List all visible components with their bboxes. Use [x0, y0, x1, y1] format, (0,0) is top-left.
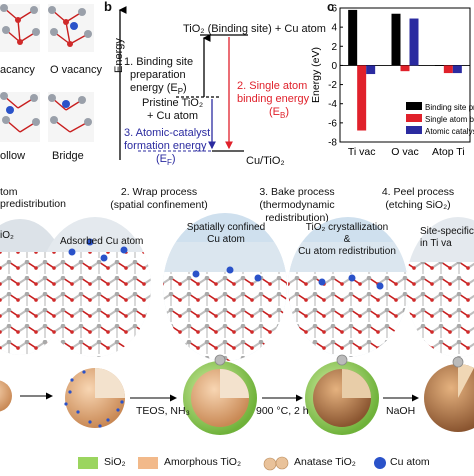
bar-ti-vac-1 — [348, 9, 358, 66]
bar-o-vac-2 — [400, 65, 410, 72]
arrow-label-bake: 900 °C, 2 h — [256, 405, 309, 417]
bar-ti-vac-2 — [357, 65, 367, 131]
step2-title: 2. Wrap process (spatial confinement) — [110, 186, 208, 211]
legend-anatase-icon — [262, 455, 292, 471]
y-tick-label: -4 — [328, 99, 337, 110]
chart-frame — [339, 7, 471, 143]
x-tick-label: O vac — [391, 146, 418, 158]
label-hollow: ollow — [0, 150, 26, 162]
y-tick-label: 4 — [331, 23, 337, 34]
panel-c-letter: c — [327, 0, 335, 14]
bottom-state-label: Cu/TiO₂ — [246, 155, 285, 167]
crystal-structure-top-right — [48, 4, 94, 52]
zoom-caption-5: Site-specific in Ti va — [420, 226, 474, 249]
panel-b-energy-diagram — [118, 6, 248, 160]
label-o-vacancy: O vacancy — [50, 64, 102, 76]
bar-o-vac-1 — [391, 13, 401, 66]
panel-b-letter: b — [104, 0, 112, 14]
y-tick-label: 6 — [331, 4, 337, 15]
zoom-caption-2: Adsorbed Cu atom — [60, 236, 144, 247]
crystal-structure-bottom-right — [48, 92, 94, 142]
legend-swatch-sio2 — [78, 457, 98, 469]
y-tick-label: 0 — [331, 61, 337, 72]
legend-swatch — [406, 102, 422, 110]
sphere-step3 — [183, 354, 257, 435]
legend-swatch — [406, 126, 422, 134]
y-tick-label: -8 — [328, 138, 337, 149]
top-state-label: TiO₂ (Binding site) + Cu atom — [183, 23, 326, 35]
panel-c-bar-chart: 6 4 2 0 -2 -4 -6 -8 Energy (eV) Ti vac O vac Atop T… — [310, 4, 474, 159]
step1-label: 1. Binding site preparation energy (EP) — [124, 56, 194, 97]
sphere-process-row — [0, 354, 474, 435]
y-axis-label: Energy (eV) — [310, 47, 322, 103]
y-tick-label: -2 — [328, 80, 337, 91]
zoom-caption-3: Spatially confined Cu atom — [186, 222, 266, 245]
bottom-legend: SiO₂ Amorphous TiO₂ Anatase TiO₂ Cu atom — [0, 452, 474, 474]
sphere-step5 — [424, 356, 474, 432]
zoom-caption-1: iO₂ — [0, 230, 14, 241]
zoom-bubble-3 — [163, 213, 287, 361]
arrow-label-naoh: NaOH — [386, 405, 416, 417]
y-tick-label: -6 — [328, 118, 337, 129]
step1-title: tom predistribution — [0, 186, 66, 210]
bar-atop-ti-3 — [452, 65, 462, 74]
legend-label-cu: Cu atom — [390, 456, 430, 468]
bar-ti-vac-3 — [366, 65, 376, 75]
step4-title: 4. Peel process (etching SiO₂) — [381, 186, 455, 211]
x-tick-label: Ti vac — [348, 146, 376, 158]
legend-swatch-amorphous — [138, 457, 158, 469]
bar-atop-ti-2 — [443, 65, 453, 74]
legend-label: Atomic catalyst — [425, 127, 474, 136]
legend-label-sio2: SiO₂ — [104, 456, 126, 468]
arrow-label-teos: TEOS, NH₃ — [136, 405, 190, 417]
legend-cu-atom-icon — [374, 457, 386, 469]
crystal-structure-top-left — [0, 4, 40, 52]
legend-label-amorphous: Amorphous TiO₂ — [164, 456, 242, 468]
sphere-step2 — [64, 368, 125, 428]
legend-label-anatase: Anatase TiO₂ — [294, 456, 356, 468]
step3-label: 3. Atomic-catalyst formation energy (EF) — [124, 127, 211, 168]
crystal-structure-bottom-left — [0, 92, 40, 142]
sphere-step4 — [305, 354, 379, 435]
label-ti-vacancy: acancy — [0, 64, 35, 76]
y-tick-label: 2 — [331, 42, 337, 53]
step3-title: 3. Bake process (thermodynamic redistribu… — [259, 186, 335, 224]
legend-swatch — [406, 114, 422, 122]
mid-state-label: Pristine TiO₂ + Cu atom — [142, 97, 204, 122]
x-tick-label: Atop Ti — [432, 146, 465, 158]
sphere-step1 — [0, 380, 12, 412]
panel-a-structures — [0, 4, 94, 142]
legend-label: Binding site pre — [425, 103, 474, 112]
zoom-caption-4: TiO₂ crystallization & Cu atom redistribut… — [298, 222, 396, 257]
label-bridge: Bridge — [52, 150, 84, 162]
bar-atop-ti-1 — [434, 65, 444, 66]
legend-label: Single atom bind — [425, 115, 474, 124]
step2-label: 2. Single atom binding energy (EB) — [237, 80, 310, 121]
zoomed-structures — [0, 213, 474, 361]
bar-o-vac-3 — [409, 18, 419, 66]
